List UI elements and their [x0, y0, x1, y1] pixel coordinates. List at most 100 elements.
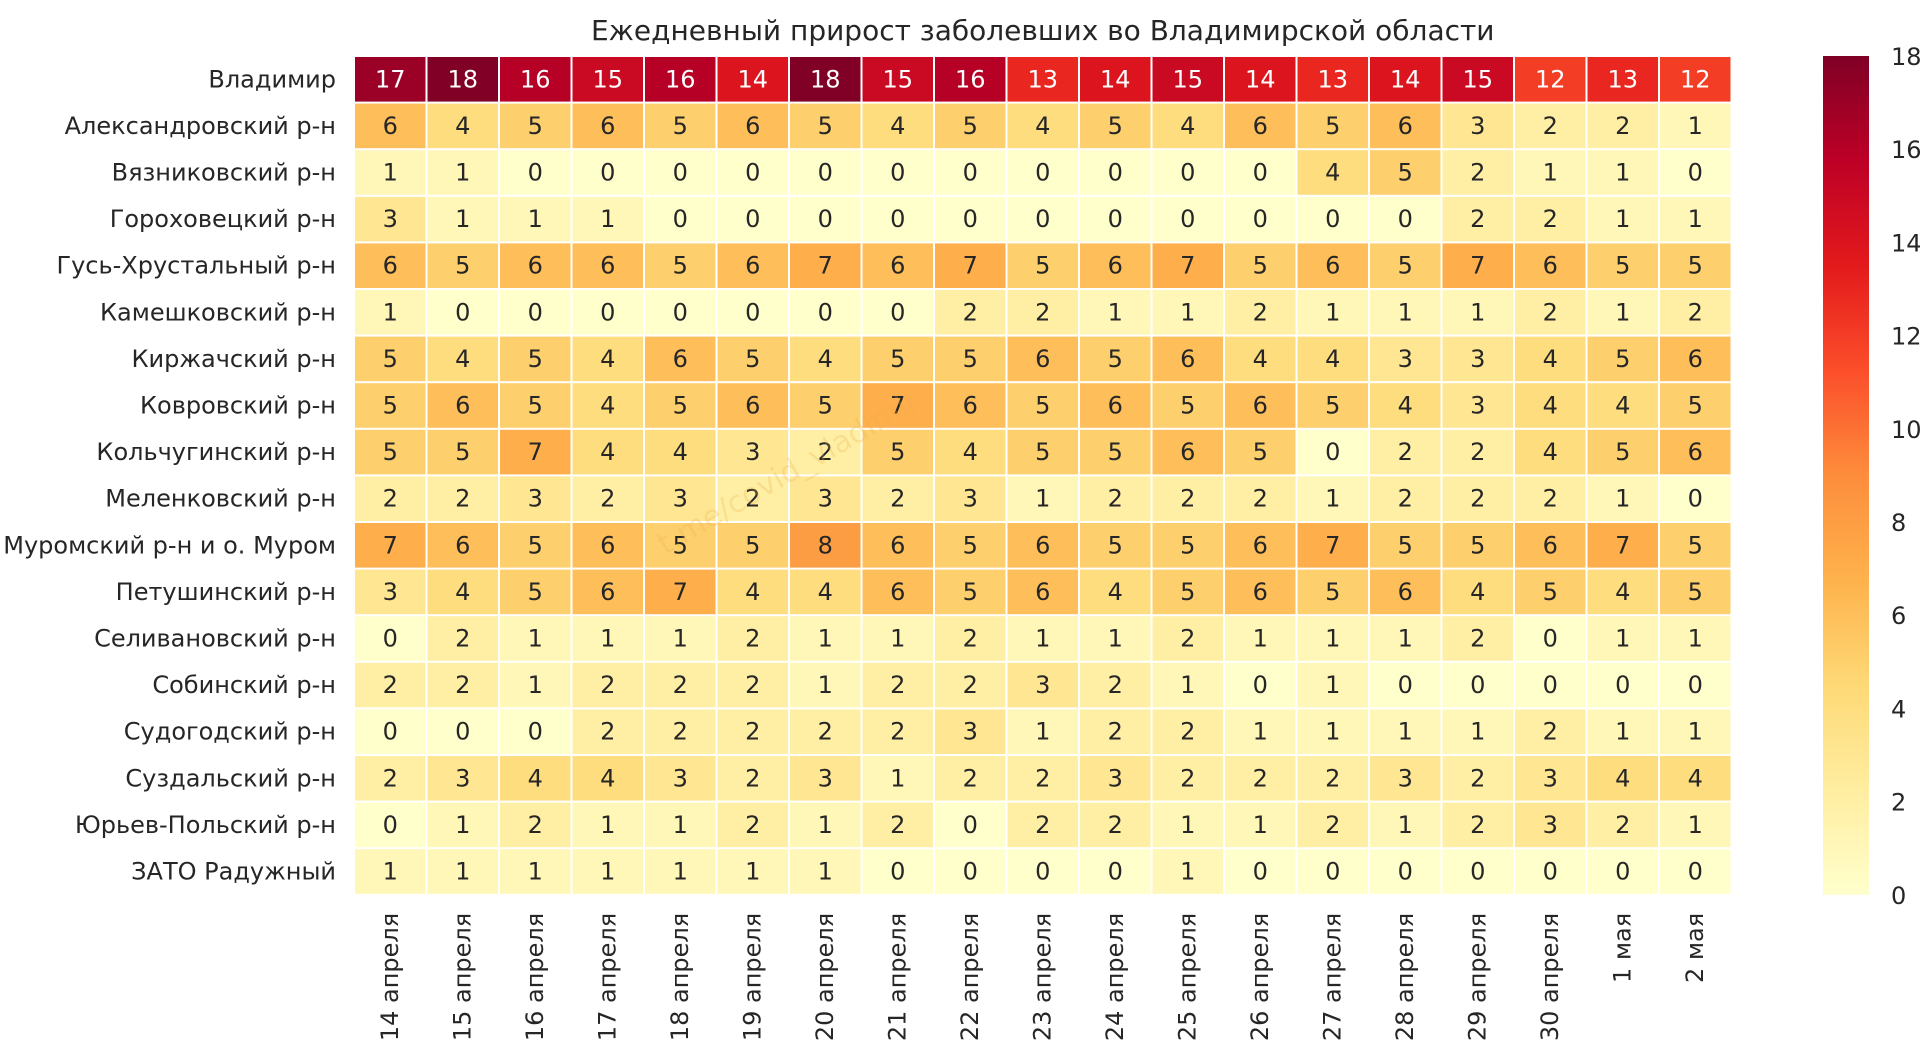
cell-value-label: 4 [1543, 438, 1558, 466]
cell-value-label: 0 [1180, 205, 1195, 233]
heatmap-cell [790, 429, 861, 475]
cell-value-label: 15 [1462, 65, 1493, 93]
cell-value-label: 1 [600, 205, 615, 233]
cell-value-label: 7 [963, 252, 978, 280]
colorbar-gradient [1823, 56, 1869, 895]
heatmap-cell [1515, 616, 1586, 661]
heatmap-cell [862, 57, 933, 102]
heatmap-cell [1080, 709, 1151, 754]
heatmap-cell [355, 336, 426, 382]
column-label: 16 апреля [521, 913, 549, 1041]
cell-value-label: 1 [1253, 718, 1268, 746]
cell-value-label: 2 [673, 718, 688, 746]
cell-value-label: 0 [1688, 159, 1703, 187]
heatmap-cell [1225, 662, 1296, 708]
row-label: Селивановский р-н [94, 625, 336, 653]
heatmap-cell [500, 196, 571, 242]
heatmap-cell [1080, 756, 1151, 801]
cell-value-label: 5 [890, 345, 905, 373]
colorbar-tick-label: 6 [1891, 602, 1906, 630]
cell-value-label: 1 [1035, 718, 1050, 746]
cell-value-label: 0 [1470, 858, 1485, 886]
cell-value-label: 13 [1317, 65, 1348, 93]
heatmap-cell [1297, 243, 1368, 288]
heatmap-cell [1007, 662, 1078, 708]
heatmap-cell [500, 336, 571, 382]
heatmap-cell [1007, 802, 1078, 848]
cell-value-label: 1 [1325, 298, 1340, 326]
cell-value-label: 3 [1470, 392, 1485, 420]
cell-value-label: 15 [1172, 65, 1203, 93]
cell-value-label: 4 [600, 438, 615, 466]
heatmap-cell [645, 383, 716, 428]
cell-value-label: 6 [745, 252, 760, 280]
cell-value-label: 0 [1035, 858, 1050, 886]
heatmap-cell [1080, 616, 1151, 661]
cell-value-label: 0 [1615, 858, 1630, 886]
heatmap-cell [1297, 662, 1368, 708]
cell-value-label: 5 [673, 112, 688, 140]
cell-value-label: 2 [1180, 625, 1195, 653]
heatmap-cell [717, 849, 788, 894]
cell-value-label: 1 [1253, 811, 1268, 839]
heatmap-cell [1152, 569, 1223, 615]
heatmap-cell [1442, 756, 1513, 801]
cell-value-label: 7 [1615, 531, 1630, 559]
cell-value-label: 0 [1688, 858, 1703, 886]
cell-value-label: 3 [1035, 671, 1050, 699]
cell-value-label: 1 [1253, 625, 1268, 653]
cell-value-label: 0 [963, 811, 978, 839]
heatmap-cell [1442, 523, 1513, 568]
heatmap-cell [1297, 569, 1368, 615]
cell-value-label: 6 [890, 252, 905, 280]
row-label: Петушинский р-н [116, 578, 336, 606]
heatmap-cell [572, 616, 643, 661]
cell-value-label: 4 [1688, 764, 1703, 792]
cell-value-label: 6 [383, 112, 398, 140]
cell-value-label: 5 [963, 112, 978, 140]
cell-value-label: 1 [1180, 811, 1195, 839]
cell-value-label: 4 [1253, 345, 1268, 373]
heatmap-cell [355, 709, 426, 754]
cell-value-label: 2 [1108, 485, 1123, 513]
cell-value-label: 2 [745, 671, 760, 699]
cell-value-label: 4 [818, 578, 833, 606]
heatmap-cell [1587, 290, 1658, 335]
heatmap-cell [790, 103, 861, 149]
heatmap-cell [862, 569, 933, 615]
cell-value-label: 0 [890, 858, 905, 886]
heatmap-cell [427, 290, 498, 335]
heatmap-cell [1007, 616, 1078, 661]
cell-value-label: 5 [1035, 438, 1050, 466]
heatmap-cell [645, 849, 716, 894]
cell-value-label: 1 [528, 671, 543, 699]
cell-value-label: 2 [1035, 764, 1050, 792]
heatmap-cell [1442, 57, 1513, 102]
cell-value-label: 1 [1688, 112, 1703, 140]
cell-value-label: 2 [1398, 485, 1413, 513]
cell-value-label: 0 [890, 298, 905, 326]
heatmap-cell [1297, 802, 1368, 848]
cell-value-label: 1 [1470, 718, 1485, 746]
heatmap-cell [1080, 150, 1151, 195]
cell-value-label: 1 [1325, 671, 1340, 699]
heatmap-cell [1007, 429, 1078, 475]
cell-value-label: 4 [1615, 392, 1630, 420]
heatmap-cell [1080, 103, 1151, 149]
heatmap-cell [862, 616, 933, 661]
cell-value-label: 1 [1180, 671, 1195, 699]
cell-value-label: 16 [955, 65, 986, 93]
heatmap-cell [572, 523, 643, 568]
cell-value-label: 1 [455, 159, 470, 187]
cell-value-label: 15 [882, 65, 913, 93]
cell-value-label: 4 [673, 438, 688, 466]
cell-value-label: 6 [1108, 392, 1123, 420]
cell-value-label: 2 [455, 485, 470, 513]
cell-value-label: 2 [890, 718, 905, 746]
heatmap-cell [790, 196, 861, 242]
heatmap-cell [355, 476, 426, 521]
heatmap-cell [1442, 429, 1513, 475]
heatmap-cell [935, 243, 1006, 288]
heatmap-cell [1587, 802, 1658, 848]
cell-value-label: 6 [1325, 252, 1340, 280]
